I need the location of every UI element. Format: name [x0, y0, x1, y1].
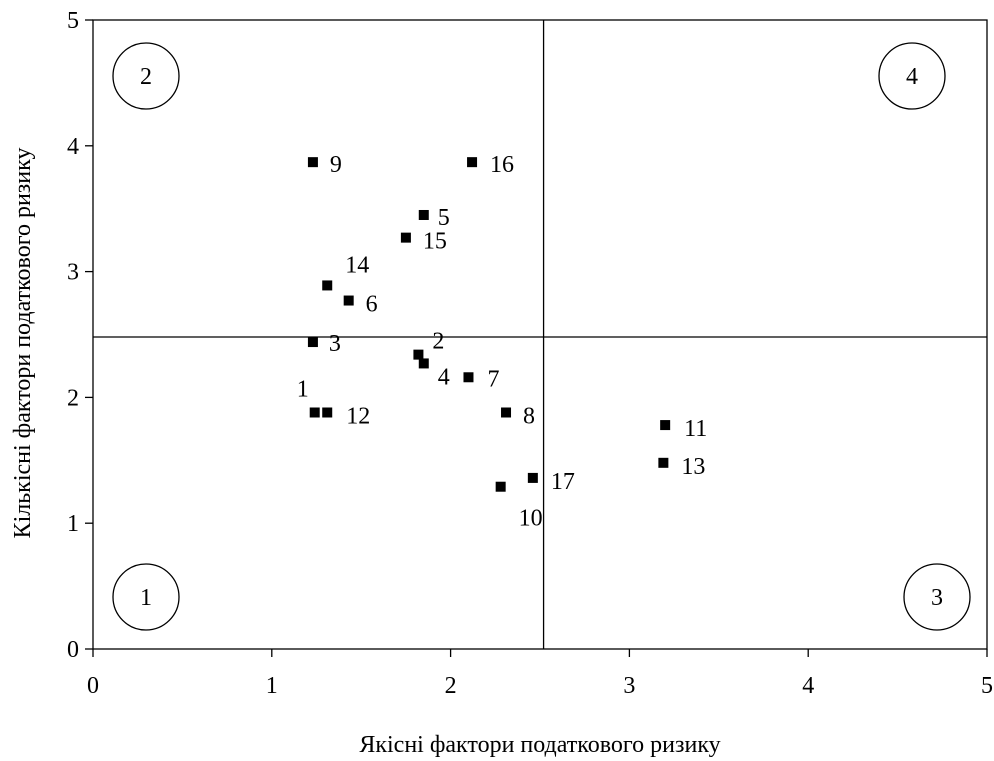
point-label: 17	[551, 469, 575, 495]
x-tick-label: 2	[445, 673, 457, 699]
y-tick-label: 1	[67, 511, 79, 537]
data-point-4: 4	[418, 358, 450, 390]
plot-frame	[92, 19, 988, 650]
axis-titles: Якісні фактори податкового ризику Кількі…	[10, 148, 721, 758]
data-point-8: 8	[501, 403, 535, 429]
quadrant-label: 2	[140, 64, 152, 90]
point-marker	[309, 407, 320, 418]
point-marker	[307, 337, 318, 348]
data-point-7: 7	[463, 366, 499, 392]
y-tick-label: 5	[67, 8, 79, 34]
quadrant-marker-4: 4	[878, 42, 946, 110]
point-label: 5	[438, 205, 450, 231]
data-point-6: 6	[343, 292, 378, 318]
point-label: 16	[490, 152, 514, 178]
data-point-3: 3	[307, 331, 341, 357]
point-marker	[658, 457, 669, 468]
quadrant-label: 4	[906, 64, 918, 90]
x-tick-label: 1	[266, 673, 278, 699]
quadrant-circle	[112, 42, 180, 110]
quadrant-marker-1: 1	[112, 563, 180, 631]
data-point-9: 9	[307, 152, 342, 178]
quadrant-marker-3: 3	[903, 563, 971, 631]
point-marker	[463, 372, 474, 383]
point-marker	[413, 349, 424, 360]
data-point-14: 14	[322, 252, 369, 291]
point-label: 4	[438, 364, 450, 390]
point-label: 6	[366, 292, 378, 318]
quadrant-dividers	[93, 20, 987, 649]
quadrant-marker-2: 2	[112, 42, 180, 110]
point-marker	[343, 295, 354, 306]
x-axis-title: Якісні фактори податкового ризику	[359, 732, 720, 758]
point-label: 7	[487, 366, 499, 392]
quadrant-circle	[878, 42, 946, 110]
point-marker	[322, 407, 333, 418]
data-point-2: 2	[413, 329, 444, 360]
data-point-13: 13	[658, 454, 705, 480]
point-label: 14	[345, 252, 369, 278]
point-marker	[467, 157, 478, 168]
point-label: 1	[297, 376, 309, 402]
point-marker	[527, 472, 538, 483]
data-point-11: 11	[660, 416, 707, 442]
point-label: 15	[423, 229, 447, 255]
data-point-5: 5	[418, 205, 450, 231]
data-point-15: 15	[400, 229, 447, 255]
point-marker	[400, 232, 411, 243]
point-marker	[418, 358, 429, 369]
data-point-1: 1	[297, 376, 320, 418]
quadrant-label: 1	[140, 585, 152, 611]
point-marker	[418, 209, 429, 220]
quadrant-circle	[903, 563, 971, 631]
point-label: 3	[329, 331, 341, 357]
point-label: 11	[684, 416, 707, 442]
point-label: 13	[681, 454, 705, 480]
point-label: 8	[523, 403, 535, 429]
x-tick-label: 3	[623, 673, 635, 699]
data-point-17: 17	[527, 469, 575, 495]
point-label: 12	[346, 403, 370, 429]
point-marker	[660, 420, 671, 431]
point-marker	[307, 157, 318, 168]
point-label: 10	[519, 506, 543, 532]
x-tick-label: 5	[981, 673, 993, 699]
point-marker	[322, 280, 333, 291]
y-tick-label: 4	[67, 134, 79, 160]
y-tick-label: 2	[67, 385, 79, 411]
y-tick-label: 0	[67, 637, 79, 663]
point-label: 9	[330, 152, 342, 178]
quadrant-circle	[112, 563, 180, 631]
y-tick-label: 3	[67, 260, 79, 286]
x-tick-label: 0	[87, 673, 99, 699]
data-point-10: 10	[495, 481, 543, 532]
x-tick-label: 4	[802, 673, 814, 699]
point-marker	[495, 481, 506, 492]
point-marker	[501, 407, 512, 418]
data-point-16: 16	[467, 152, 514, 178]
point-label: 2	[432, 329, 444, 355]
y-axis-title: Кількісні фактори податкового ризику	[10, 148, 36, 539]
quadrant-label: 3	[931, 585, 943, 611]
data-point-12: 12	[322, 403, 370, 429]
